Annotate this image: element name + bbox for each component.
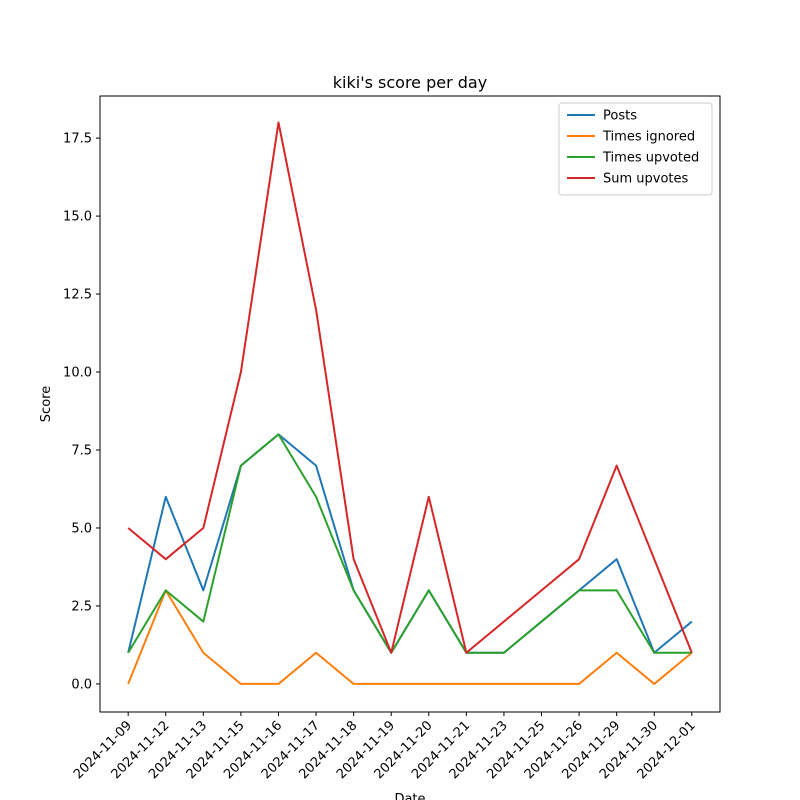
legend-label: Times ignored [602, 130, 695, 145]
plot-frame [99, 95, 721, 713]
line-series [127, 589, 693, 685]
y-tick-label: 15.0 [63, 210, 92, 225]
y-tick-label: 10.0 [63, 366, 92, 381]
y-tick-label: 2.5 [71, 599, 92, 614]
y-tick-label: 12.5 [63, 288, 92, 303]
y-tick-label: 7.5 [71, 444, 92, 459]
y-tick-label: 5.0 [71, 521, 92, 536]
y-tick-label: 0.0 [71, 677, 92, 692]
legend-label: Posts [603, 109, 637, 124]
line-series [127, 433, 692, 654]
y-tick-label: 17.5 [63, 132, 92, 147]
line-series [127, 121, 693, 654]
x-axis-label: Date [394, 792, 425, 800]
legend-label: Sum upvotes [603, 172, 689, 187]
y-axis-label: Score [39, 386, 54, 422]
legend-box [558, 102, 713, 196]
chart-title: kiki's score per day [333, 73, 487, 92]
legend-label: Times upvoted [602, 151, 699, 166]
